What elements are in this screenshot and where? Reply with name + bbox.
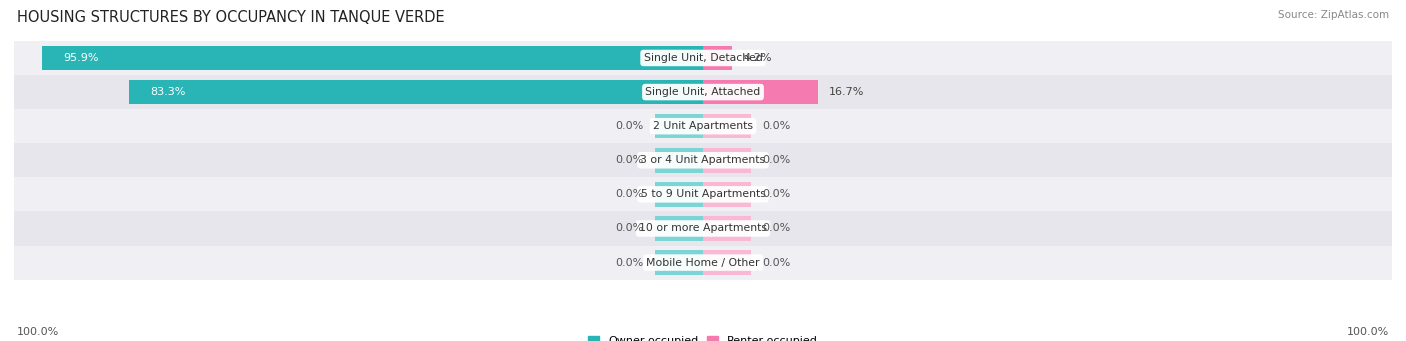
Bar: [129, 80, 703, 104]
Text: Single Unit, Attached: Single Unit, Attached: [645, 87, 761, 97]
Bar: [703, 46, 733, 70]
Text: 0.0%: 0.0%: [616, 189, 644, 199]
Text: 0.0%: 0.0%: [616, 155, 644, 165]
Text: 0.0%: 0.0%: [762, 155, 790, 165]
Bar: [655, 148, 703, 173]
Text: Single Unit, Detached: Single Unit, Detached: [644, 53, 762, 63]
Text: 2 Unit Apartments: 2 Unit Apartments: [652, 121, 754, 131]
Text: 0.0%: 0.0%: [616, 121, 644, 131]
Bar: [703, 182, 751, 207]
Text: 3 or 4 Unit Apartments: 3 or 4 Unit Apartments: [641, 155, 765, 165]
Text: 0.0%: 0.0%: [762, 257, 790, 268]
Text: Mobile Home / Other: Mobile Home / Other: [647, 257, 759, 268]
Text: 95.9%: 95.9%: [63, 53, 98, 63]
Bar: [655, 250, 703, 275]
Bar: [655, 216, 703, 241]
Bar: [14, 41, 1392, 75]
Text: Source: ZipAtlas.com: Source: ZipAtlas.com: [1278, 10, 1389, 20]
Bar: [14, 109, 1392, 143]
Bar: [14, 211, 1392, 246]
Bar: [703, 216, 751, 241]
Text: 100.0%: 100.0%: [1347, 327, 1389, 337]
Bar: [655, 182, 703, 207]
Text: 4.2%: 4.2%: [742, 53, 772, 63]
Text: 0.0%: 0.0%: [616, 223, 644, 234]
Bar: [14, 246, 1392, 280]
Text: 10 or more Apartments: 10 or more Apartments: [638, 223, 768, 234]
Text: 5 to 9 Unit Apartments: 5 to 9 Unit Apartments: [641, 189, 765, 199]
Text: 0.0%: 0.0%: [762, 121, 790, 131]
Text: 16.7%: 16.7%: [830, 87, 865, 97]
Text: 83.3%: 83.3%: [150, 87, 186, 97]
Text: 0.0%: 0.0%: [762, 189, 790, 199]
Text: 0.0%: 0.0%: [762, 223, 790, 234]
Text: 100.0%: 100.0%: [17, 327, 59, 337]
Bar: [14, 177, 1392, 211]
Bar: [14, 143, 1392, 177]
Bar: [42, 46, 703, 70]
Bar: [703, 114, 751, 138]
Legend: Owner-occupied, Renter-occupied: Owner-occupied, Renter-occupied: [583, 331, 823, 341]
Text: HOUSING STRUCTURES BY OCCUPANCY IN TANQUE VERDE: HOUSING STRUCTURES BY OCCUPANCY IN TANQU…: [17, 10, 444, 25]
Bar: [655, 114, 703, 138]
Text: 0.0%: 0.0%: [616, 257, 644, 268]
Bar: [703, 80, 818, 104]
Bar: [703, 250, 751, 275]
Bar: [14, 75, 1392, 109]
Bar: [703, 148, 751, 173]
